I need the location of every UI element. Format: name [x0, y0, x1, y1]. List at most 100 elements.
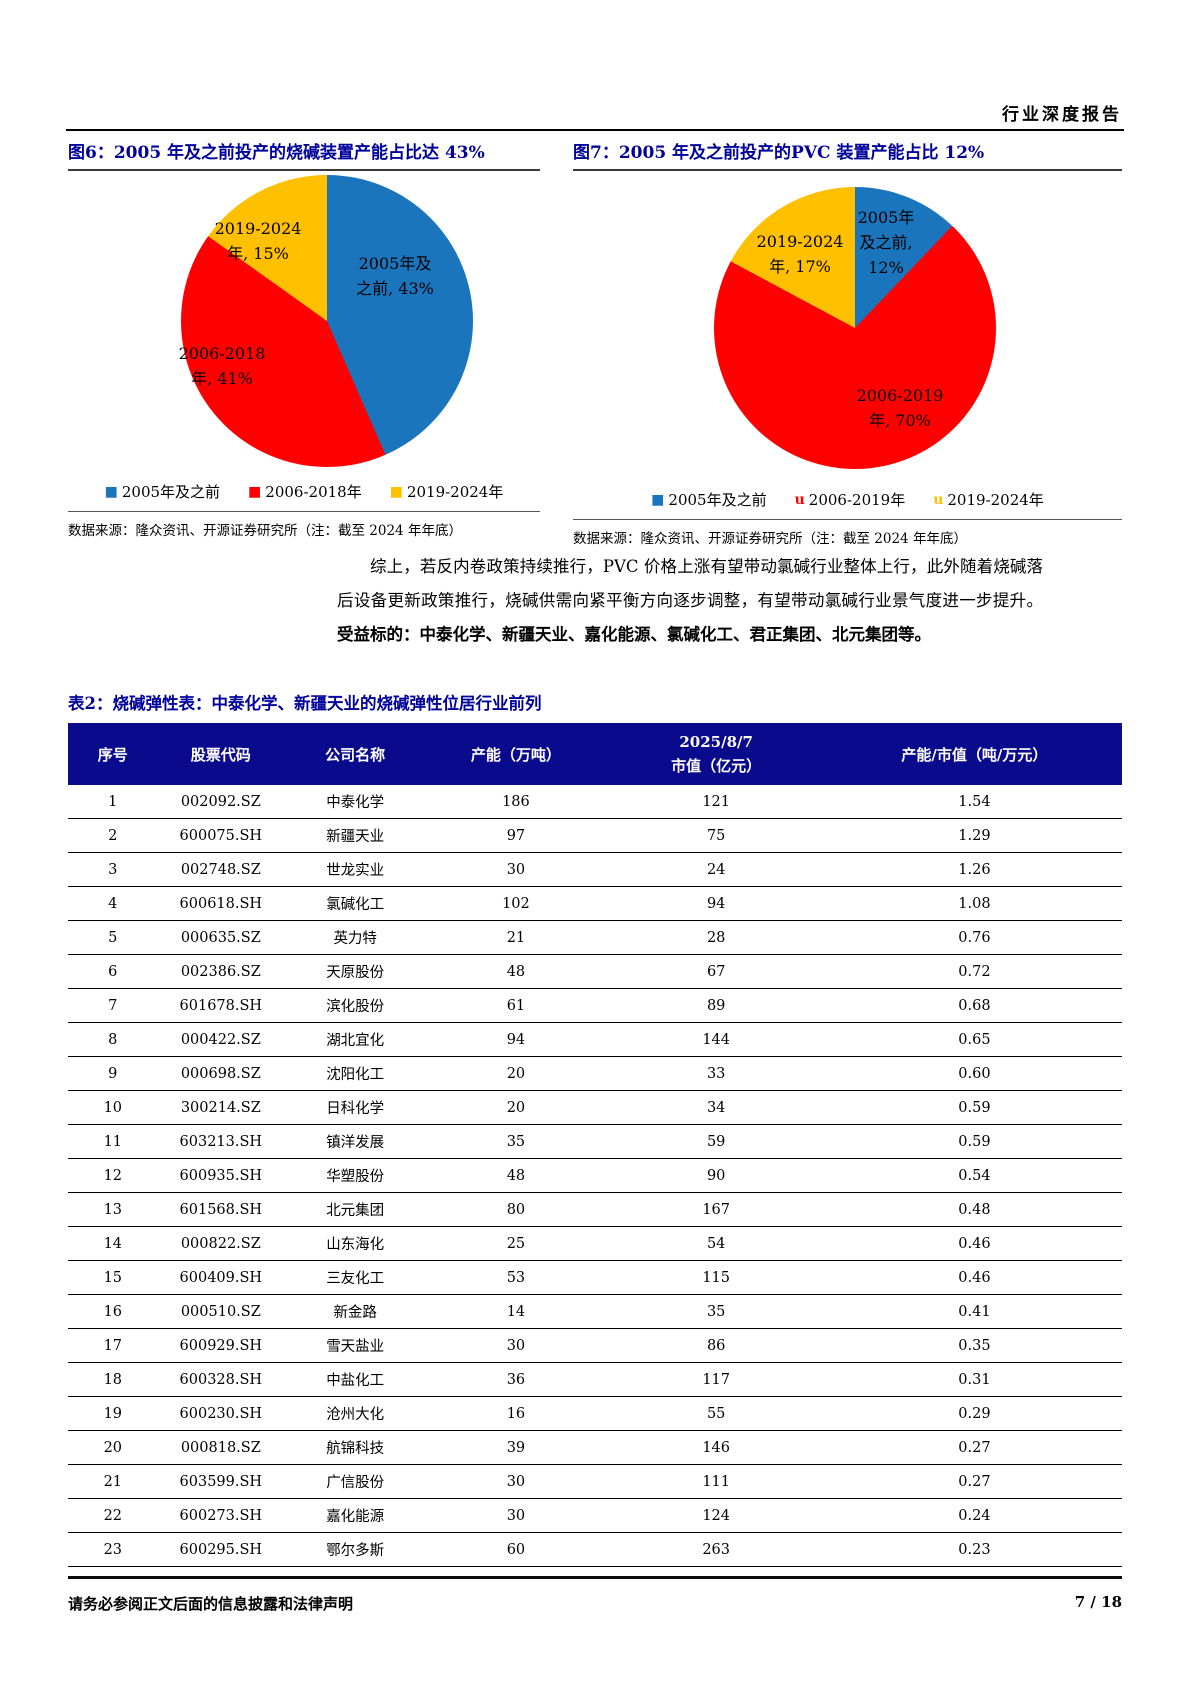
- cell-ratio: 0.76: [826, 920, 1122, 955]
- cell-ticker: 000822.SZ: [157, 1226, 285, 1261]
- legend-square-icon: ■: [104, 483, 118, 500]
- cell-capacity: 36: [426, 1362, 606, 1397]
- table-header-row: 序号 股票代码 公司名称 产能（万吨） 2025/8/7 市值（亿元） 产能/市…: [68, 723, 1122, 785]
- cell-capacity: 53: [426, 1260, 606, 1295]
- cell-ticker: 600295.SH: [157, 1532, 285, 1567]
- cell-marketcap: 28: [605, 920, 827, 955]
- cell-ratio: 0.24: [826, 1498, 1122, 1533]
- figure-7: 图7：2005 年及之前投产的PVC 装置产能占比 12% 2005年 及之前,…: [573, 138, 1122, 547]
- figure-6-legend: ■ 2005年及之前 ■ 2006-2018年 ■ 2019-2024年: [68, 481, 540, 502]
- cell-index: 1: [68, 785, 158, 819]
- cell-company: 沈阳化工: [284, 1056, 427, 1091]
- cell-ticker: 600409.SH: [157, 1260, 285, 1295]
- cell-company: 嘉化能源: [284, 1498, 427, 1533]
- cell-index: 3: [68, 852, 158, 887]
- cell-ratio: 0.59: [826, 1090, 1122, 1125]
- elasticity-table: 序号 股票代码 公司名称 产能（万吨） 2025/8/7 市值（亿元） 产能/市…: [68, 723, 1122, 1567]
- cell-marketcap: 86: [605, 1328, 827, 1363]
- cell-marketcap: 90: [605, 1158, 827, 1193]
- cell-capacity: 20: [426, 1090, 606, 1125]
- cell-capacity: 48: [426, 954, 606, 989]
- figure-6: 图6：2005 年及之前投产的烧碱装置产能占比达 43% 2019-2024 年…: [68, 138, 540, 539]
- cell-company: 新疆天业: [284, 818, 427, 853]
- cell-company: 英力特: [284, 920, 427, 955]
- cell-ratio: 1.29: [826, 818, 1122, 853]
- slice-label-2006-2019: 2006-2019 年, 70%: [856, 386, 944, 430]
- cell-ratio: 0.59: [826, 1124, 1122, 1159]
- cell-marketcap: 35: [605, 1294, 827, 1329]
- table-row: 13 601568.SH 北元集团 80 167 0.48: [68, 1192, 1122, 1227]
- cell-marketcap: 89: [605, 988, 827, 1023]
- table-row: 5 000635.SZ 英力特 21 28 0.76: [68, 920, 1122, 955]
- cell-index: 19: [68, 1396, 158, 1431]
- cell-index: 21: [68, 1464, 158, 1499]
- legend-label: 2019-2024年: [406, 483, 504, 501]
- footer-disclaimer: 请务必参阅正文后面的信息披露和法律声明: [68, 1595, 354, 1613]
- cell-ticker: 000510.SZ: [157, 1294, 285, 1329]
- legend-item: u 2019-2024年: [933, 489, 1044, 510]
- header-cell-index: 序号: [68, 723, 158, 785]
- paragraph-bold-text: 受益标的：中泰化学、新疆天业、嘉化能源、氯碱化工、君正集团、北元集团等。: [337, 624, 931, 644]
- cell-ticker: 600273.SH: [157, 1498, 285, 1533]
- cell-ratio: 0.60: [826, 1056, 1122, 1091]
- cell-ticker: 002092.SZ: [157, 785, 285, 819]
- cell-ticker: 600230.SH: [157, 1396, 285, 1431]
- page-number: 7 / 18: [1074, 1593, 1122, 1611]
- table-row: 1 002092.SZ 中泰化学 186 121 1.54: [68, 785, 1122, 819]
- cell-capacity: 48: [426, 1158, 606, 1193]
- cell-index: 9: [68, 1056, 158, 1091]
- table-row: 9 000698.SZ 沈阳化工 20 33 0.60: [68, 1056, 1122, 1091]
- cell-ratio: 0.27: [826, 1430, 1122, 1465]
- cell-index: 23: [68, 1532, 158, 1567]
- cell-ratio: 0.54: [826, 1158, 1122, 1193]
- header-marketcap-unit: 市值（亿元）: [671, 757, 762, 775]
- cell-ratio: 1.08: [826, 886, 1122, 921]
- cell-ratio: 0.65: [826, 1022, 1122, 1057]
- cell-ratio: 0.68: [826, 988, 1122, 1023]
- slice-label-2005-before: 2005年 及之前, 12%: [857, 208, 915, 277]
- slice-label-2005-before: 2005年及 之前, 43%: [356, 254, 434, 298]
- cell-capacity: 30: [426, 1498, 606, 1533]
- figure-6-source: 数据来源：隆众资讯、开源证券研究所（注：截至 2024 年年底）: [68, 511, 540, 539]
- cell-capacity: 14: [426, 1294, 606, 1329]
- cell-company: 镇洋发展: [284, 1124, 427, 1159]
- table-row: 23 600295.SH 鄂尔多斯 60 263 0.23: [68, 1532, 1122, 1567]
- cell-ticker: 600929.SH: [157, 1328, 285, 1363]
- cell-capacity: 80: [426, 1192, 606, 1227]
- table-2-title: 表2：烧碱弹性表：中泰化学、新疆天业的烧碱弹性位居行业前列: [68, 694, 542, 713]
- cell-marketcap: 94: [605, 886, 827, 921]
- figure-6-caption: 图6：2005 年及之前投产的烧碱装置产能占比达 43%: [68, 138, 540, 171]
- cell-ticker: 601568.SH: [157, 1192, 285, 1227]
- cell-marketcap: 67: [605, 954, 827, 989]
- cell-marketcap: 59: [605, 1124, 827, 1159]
- figure-7-chart-area: 2005年 及之前, 12% 2019-2024 年, 17% 2006-201…: [573, 171, 1122, 473]
- cell-marketcap: 144: [605, 1022, 827, 1057]
- cell-index: 8: [68, 1022, 158, 1057]
- table-2-block: 表2：烧碱弹性表：中泰化学、新疆天业的烧碱弹性位居行业前列 序号 股票代码 公司…: [68, 690, 1122, 1567]
- legend-square-icon: ■: [651, 491, 665, 508]
- cell-capacity: 21: [426, 920, 606, 955]
- cell-ticker: 000422.SZ: [157, 1022, 285, 1057]
- cell-index: 15: [68, 1260, 158, 1295]
- cell-ticker: 600935.SH: [157, 1158, 285, 1193]
- header-cell-capacity: 产能（万吨）: [426, 723, 606, 785]
- table-row: 17 600929.SH 雪天盐业 30 86 0.35: [68, 1328, 1122, 1363]
- cell-company: 航锦科技: [284, 1430, 427, 1465]
- cell-marketcap: 115: [605, 1260, 827, 1295]
- cell-company: 山东海化: [284, 1226, 427, 1261]
- cell-capacity: 60: [426, 1532, 606, 1567]
- cell-marketcap: 146: [605, 1430, 827, 1465]
- cell-company: 雪天盐业: [284, 1328, 427, 1363]
- legend-item: ■ 2005年及之前: [651, 489, 766, 510]
- table-row: 14 000822.SZ 山东海化 25 54 0.46: [68, 1226, 1122, 1261]
- cell-ticker: 603213.SH: [157, 1124, 285, 1159]
- table-row: 10 300214.SZ 日科化学 20 34 0.59: [68, 1090, 1122, 1125]
- legend-item: ■ 2005年及之前: [105, 481, 220, 502]
- cell-ratio: 0.29: [826, 1396, 1122, 1431]
- legend-item: ■ 2006-2018年: [248, 481, 362, 502]
- cell-ticker: 601678.SH: [157, 988, 285, 1023]
- cell-index: 13: [68, 1192, 158, 1227]
- cell-capacity: 16: [426, 1396, 606, 1431]
- legend-label: 2006-2019年: [808, 491, 906, 509]
- table-row: 12 600935.SH 华塑股份 48 90 0.54: [68, 1158, 1122, 1193]
